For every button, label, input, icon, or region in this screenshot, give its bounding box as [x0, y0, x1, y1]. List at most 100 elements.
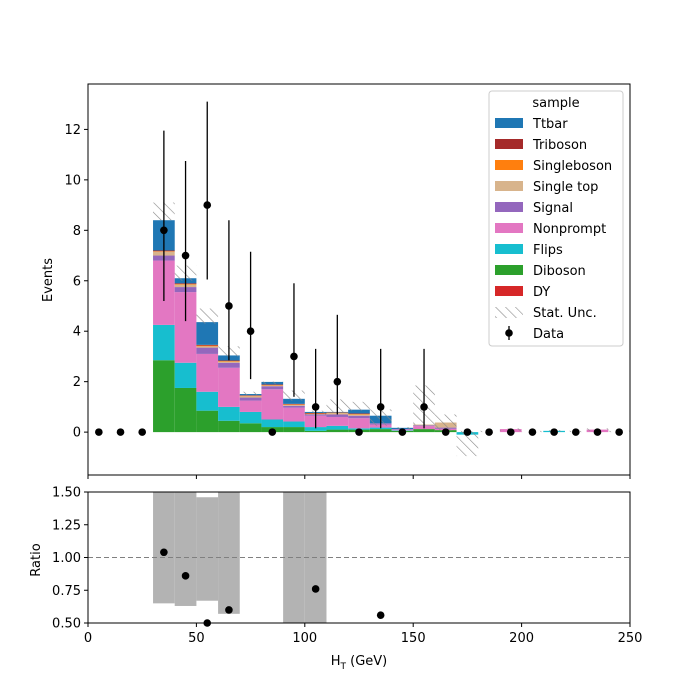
ratio-y-axis-label: Ratio	[29, 543, 44, 576]
bar-nonprompt	[174, 292, 197, 363]
bar-ttbar	[283, 398, 305, 404]
legend-label: Single top	[533, 180, 598, 195]
y-tick-label: 10	[64, 173, 81, 188]
data-point	[355, 428, 363, 436]
ratio-unc-band	[196, 497, 219, 601]
bar-triboson	[261, 384, 284, 385]
legend: sample Ttbar Triboson Singleboson Single to…	[488, 90, 624, 347]
bar-singleboson	[196, 345, 219, 347]
ratio-point	[311, 585, 320, 593]
main-y-axis-label: Events	[41, 258, 56, 302]
ratio-y-tick-label: 1.00	[52, 551, 81, 566]
bar-diboson	[283, 427, 305, 433]
bar-singleboson	[348, 413, 370, 415]
legend-label: Singleboson	[533, 159, 612, 174]
bar-ttbar	[196, 322, 219, 345]
bar-flips	[174, 362, 197, 388]
bar-flips	[218, 406, 240, 421]
data-point	[225, 302, 233, 310]
ratio-x-ticks: 0 50 100 150 200 250	[84, 623, 642, 646]
bar-diboson	[153, 360, 175, 433]
legend-label: Flips	[533, 243, 563, 258]
legend-title: sample	[532, 96, 579, 111]
bar-single-top	[283, 404, 305, 406]
legend-swatch	[495, 286, 523, 296]
legend-label: Diboson	[533, 264, 586, 279]
data-point	[593, 428, 602, 436]
bar-diboson	[174, 387, 197, 433]
data-point	[572, 428, 580, 436]
data-point	[138, 428, 146, 436]
ratio-unc-band	[283, 492, 305, 623]
bar-signal	[261, 386, 284, 390]
bar-flips	[304, 427, 327, 431]
main-x-ticks	[87, 475, 631, 479]
ratio-point	[376, 611, 385, 619]
bar-diboson	[239, 423, 262, 433]
legend-label: Stat. Unc.	[533, 306, 597, 321]
bar-diboson	[413, 429, 435, 433]
legend-frame	[488, 90, 624, 347]
data-point	[203, 201, 212, 209]
data-point	[441, 428, 450, 436]
bar-flips	[196, 391, 219, 411]
bar-triboson	[348, 413, 370, 414]
ratio-point	[181, 572, 190, 580]
bar-flips	[153, 324, 175, 361]
bar-diboson	[369, 429, 392, 433]
data-point	[268, 428, 277, 436]
bar-single-top	[218, 361, 240, 363]
data-point	[311, 403, 320, 411]
stat-unc-bin	[261, 381, 284, 385]
stat-unc-bin	[456, 430, 479, 457]
data-point	[290, 352, 298, 361]
bar-singleboson	[239, 395, 262, 397]
data-point	[116, 428, 125, 436]
y-tick-label: 0	[73, 426, 81, 441]
data-point	[485, 428, 493, 436]
x-axis-label-sub: T	[340, 662, 347, 672]
ratio-point	[160, 548, 168, 557]
bar-signal	[326, 414, 349, 417]
bar-nonprompt	[196, 353, 219, 392]
bar-triboson	[196, 344, 219, 346]
ratio-plot: 0.50 0.75 1.00 1.25 1.50 0 50 100 150 200 250 Rat…	[29, 486, 642, 673]
bar-nonprompt	[326, 416, 349, 426]
data-point	[246, 327, 255, 336]
legend-label: Triboson	[532, 138, 587, 153]
data-point	[420, 403, 428, 411]
stat-unc-bin	[239, 391, 262, 396]
data-point	[376, 403, 385, 411]
ratio-unc-band	[218, 492, 240, 614]
stat-unc-bin	[348, 401, 370, 411]
bar-signal	[196, 347, 219, 354]
legend-swatch	[495, 244, 523, 254]
ratio-y-tick-label: 1.25	[52, 518, 81, 533]
x-axis-label-unit: (GeV)	[346, 654, 387, 669]
ratio-y-tick-label: 0.50	[52, 617, 81, 632]
ratio-points	[160, 548, 385, 627]
legend-swatch	[495, 139, 523, 149]
data-points	[95, 101, 623, 436]
legend-label: Nonprompt	[533, 222, 606, 237]
legend-label: Signal	[533, 201, 573, 216]
ratio-point	[225, 606, 233, 614]
ratio-y-tick-label: 1.50	[52, 486, 81, 501]
legend-swatch	[495, 223, 523, 233]
legend-swatch	[495, 118, 523, 128]
bar-singleboson	[218, 360, 240, 362]
data-point	[333, 377, 342, 386]
ratio-unc-bands	[153, 492, 327, 623]
bar-nonprompt	[283, 407, 305, 422]
bar-ttbar	[348, 409, 370, 414]
data-point	[181, 251, 190, 260]
x-axis-label: HT (GeV)	[331, 654, 388, 672]
bar-signal	[348, 415, 370, 419]
ratio-unc-band	[174, 492, 197, 606]
y-tick-label: 2	[73, 375, 81, 390]
data-point	[615, 428, 623, 436]
bar-diboson	[196, 410, 219, 433]
bar-nonprompt	[348, 418, 370, 429]
bar-flips	[239, 411, 262, 424]
